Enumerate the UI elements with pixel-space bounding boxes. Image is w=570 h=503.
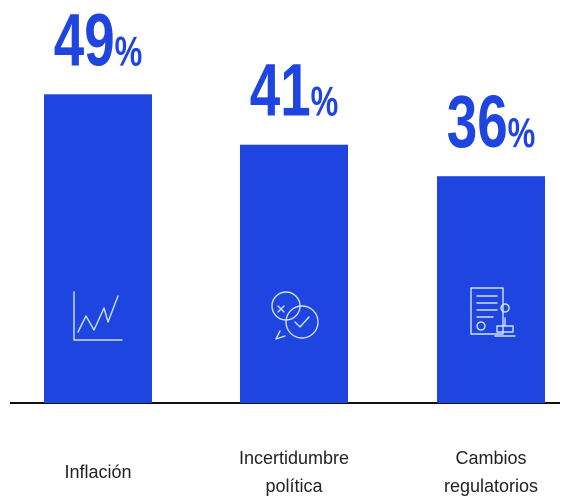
x-tick-label: Cambios regulatorios <box>443 448 539 496</box>
x-tick-label: Inflación <box>64 462 132 482</box>
bar-icon <box>470 287 516 337</box>
bar-icon <box>73 291 123 341</box>
value-label: 41% <box>250 49 339 132</box>
value-label: 49% <box>54 0 143 81</box>
bar <box>437 176 545 403</box>
bar-icon <box>271 291 319 340</box>
bar <box>240 144 348 403</box>
bar <box>44 94 152 404</box>
value-label: 36% <box>447 80 536 163</box>
x-tick-label: Incertidumbre política <box>238 448 350 496</box>
